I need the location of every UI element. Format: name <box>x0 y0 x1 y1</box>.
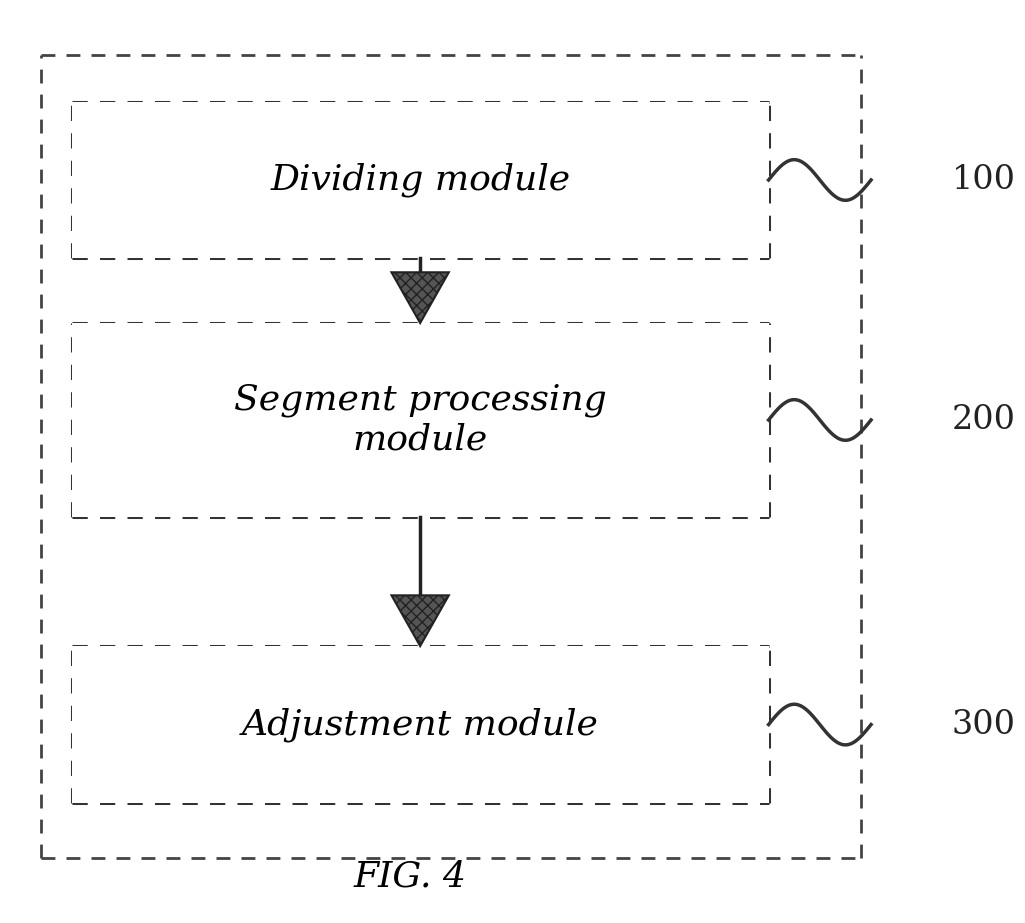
Polygon shape <box>392 272 449 323</box>
Bar <box>72 102 769 258</box>
Text: Adjustment module: Adjustment module <box>242 707 599 742</box>
Text: Segment processing
module: Segment processing module <box>234 383 607 457</box>
Bar <box>72 323 769 517</box>
Text: 300: 300 <box>952 709 1016 740</box>
Polygon shape <box>392 595 449 646</box>
Text: 100: 100 <box>952 164 1016 196</box>
Bar <box>72 646 769 803</box>
Text: Dividing module: Dividing module <box>271 162 570 198</box>
Text: FIG. 4: FIG. 4 <box>354 860 466 893</box>
Text: 200: 200 <box>952 404 1016 436</box>
